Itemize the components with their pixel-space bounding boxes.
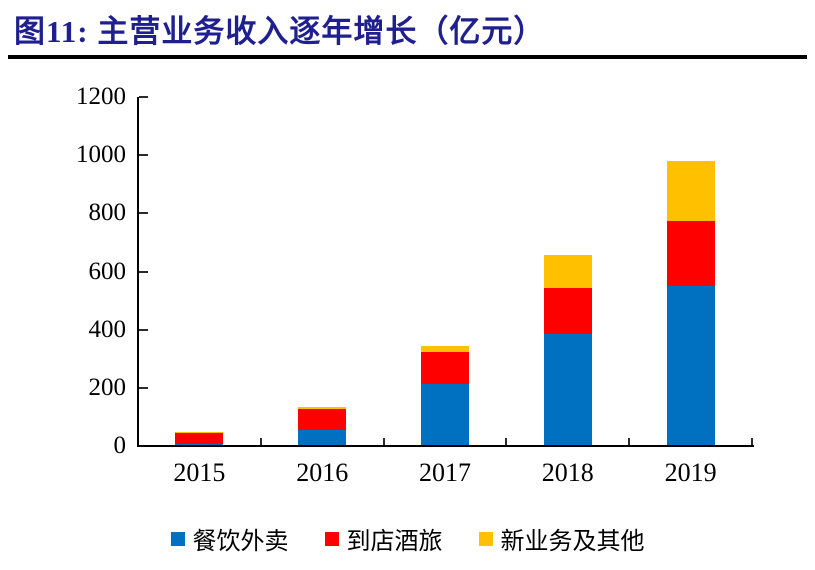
legend-swatch-icon — [478, 531, 493, 546]
y-axis-tick — [139, 270, 148, 273]
bar-segment-到店酒旅-2016 — [298, 409, 347, 430]
bar-segment-新业务及其他-2018 — [543, 255, 592, 288]
figure-title: 图11: 主营业务收入逐年增长（亿元） — [14, 14, 546, 49]
x-axis-tick — [505, 438, 508, 445]
bar-segment-到店酒旅-2017 — [421, 352, 469, 384]
bar-segment-餐饮外卖-2019 — [666, 285, 715, 445]
x-axis-category-label: 2017 — [418, 458, 471, 487]
bar-segment-餐饮外卖-2016 — [298, 429, 347, 445]
y-axis-tick-label: 600 — [88, 257, 127, 285]
y-axis-tick — [139, 386, 148, 389]
x-axis-tick — [628, 438, 631, 445]
legend-swatch-icon — [324, 531, 339, 546]
x-axis-category-label: 2019 — [664, 458, 717, 487]
y-axis-tick — [139, 212, 148, 215]
y-axis-tick — [139, 154, 148, 157]
bar-segment-到店酒旅-2015 — [175, 433, 224, 444]
x-axis-category-label: 2018 — [541, 458, 594, 487]
y-axis-tick-label: 200 — [88, 373, 127, 401]
y-axis-tick-label: 800 — [88, 199, 127, 227]
legend: 餐饮外卖 到店酒旅 新业务及其他 — [0, 521, 815, 556]
bar-segment-到店酒旅-2018 — [543, 288, 592, 335]
bar-segment-到店酒旅-2019 — [666, 220, 715, 286]
title-underline — [8, 55, 807, 59]
legend-label: 新业务及其他 — [500, 529, 645, 555]
legend-label: 餐饮外卖 — [192, 529, 289, 555]
x-axis-tick — [259, 438, 262, 445]
y-axis-tick — [139, 328, 148, 331]
x-axis-line — [137, 445, 754, 447]
x-axis-tick — [751, 438, 753, 445]
bar-segment-新业务及其他-2015 — [175, 432, 224, 434]
legend-item-0: 餐饮外卖 — [170, 521, 289, 556]
y-axis-tick-label: 1000 — [76, 141, 126, 169]
y-axis-tick — [139, 96, 148, 98]
y-axis-tick-label: 1200 — [76, 83, 126, 110]
x-axis-category-label: 2015 — [173, 458, 226, 487]
y-axis-line — [137, 97, 139, 447]
bar-segment-餐饮外卖-2015 — [175, 444, 224, 445]
bar-segment-新业务及其他-2016 — [298, 407, 347, 410]
bar-segment-餐饮外卖-2018 — [543, 334, 592, 445]
y-axis-tick-label: 0 — [113, 432, 127, 459]
legend-swatch-icon — [170, 531, 185, 546]
bar-segment-新业务及其他-2019 — [666, 161, 715, 221]
y-axis-tick-label: 400 — [88, 315, 127, 343]
legend-item-2: 新业务及其他 — [478, 521, 645, 556]
bar-segment-餐饮外卖-2017 — [421, 383, 469, 445]
x-axis-category-label: 2016 — [296, 458, 349, 487]
legend-item-1: 到店酒旅 — [324, 521, 443, 556]
x-axis-tick — [382, 438, 385, 445]
legend-label: 到店酒旅 — [346, 529, 443, 555]
bar-segment-新业务及其他-2017 — [421, 346, 469, 353]
